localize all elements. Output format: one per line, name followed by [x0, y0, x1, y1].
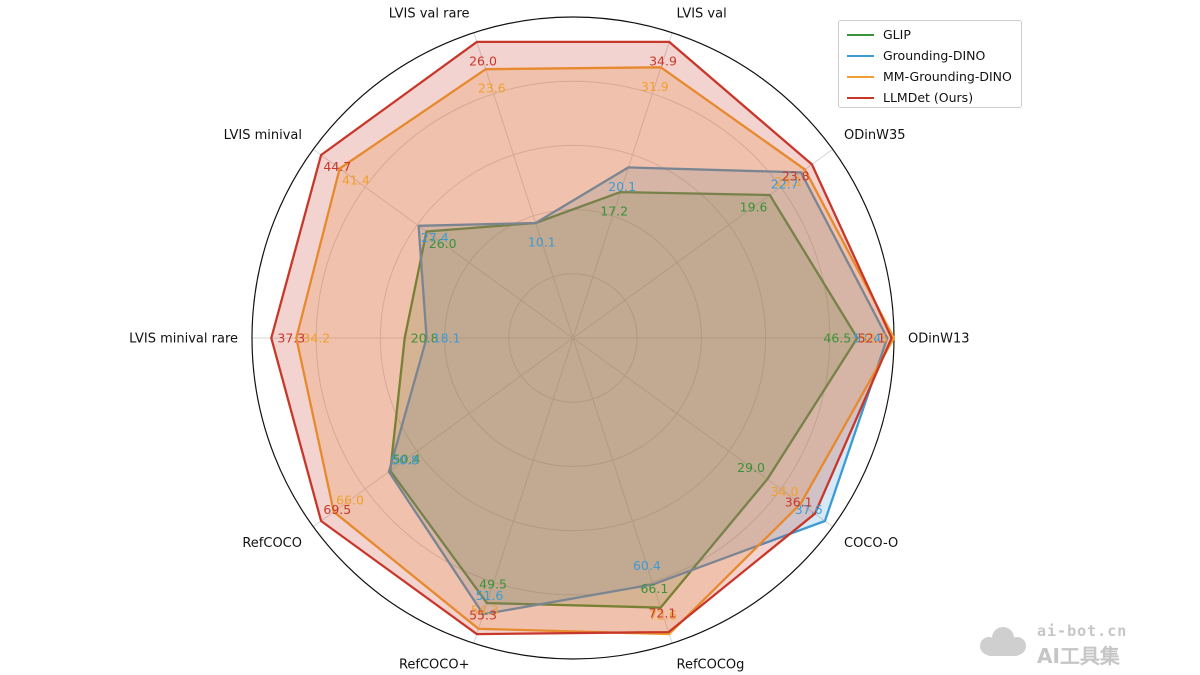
value-label-mm-grounding-dino-lvis-minival-rare: 34.2	[302, 331, 330, 346]
watermark-name: AI工具集	[1037, 644, 1120, 668]
value-label-grounding-dino-lvis-minival: 27.4	[421, 230, 449, 245]
value-label-grounding-dino-refcoco: 50.8	[391, 453, 419, 468]
grid-spoke-coco-o	[572, 337, 833, 528]
value-label-llmdet-ours-refcoco: 55.3	[469, 608, 497, 623]
value-label-glip-refcoco: 50.4	[393, 452, 421, 467]
grid-spoke-lvis-minival	[313, 148, 574, 339]
value-label-mm-grounding-dino-refcocog: 72.6	[649, 608, 677, 623]
value-label-glip-coco-o: 29.0	[737, 460, 765, 475]
axis-label-lvis-val-rare: LVIS val rare	[389, 6, 470, 21]
legend-label-mm-grounding-dino: MM-Grounding-DINO	[883, 69, 1012, 84]
grid-spoke-lvis-val-rare	[473, 32, 574, 339]
legend-swatch-glip	[847, 33, 874, 36]
axis-label-coco-o: COCO-O	[844, 536, 898, 551]
grid-spoke-lvis-val	[572, 32, 673, 339]
value-label-mm-grounding-dino-odinw13: 52.5	[860, 331, 888, 346]
legend-label-glip: GLIP	[883, 27, 911, 42]
value-label-glip-lvis-val: 17.2	[600, 204, 628, 219]
value-label-llmdet-ours-lvis-val: 34.9	[649, 53, 677, 68]
value-label-glip-odinw13: 46.5	[823, 331, 851, 346]
value-label-mm-grounding-dino-lvis-minival: 41.4	[342, 173, 370, 188]
axis-label-refcoco: RefCOCO+	[399, 658, 470, 673]
axis-label-refcocog: RefCOCOg	[677, 658, 745, 673]
value-label-llmdet-ours-lvis-val-rare: 26.0	[469, 53, 497, 68]
series-area-grounding-dino	[388, 167, 888, 615]
value-label-grounding-dino-refcoco: 51.6	[475, 588, 503, 603]
value-label-llmdet-ours-coco-o: 36.1	[785, 495, 813, 510]
value-label-llmdet-ours-lvis-minival-rare: 37.3	[277, 331, 305, 346]
axis-label-odinw13: ODinW13	[908, 332, 970, 347]
watermark-logo-icon	[980, 627, 1026, 656]
axis-label-refcoco: RefCOCO	[242, 536, 302, 551]
value-label-llmdet-ours-refcocog: 72.1	[648, 606, 676, 621]
series-area-mm-grounding-dino	[296, 67, 894, 635]
value-label-grounding-dino-odinw13: 51.4	[853, 331, 881, 346]
watermark: ai-bot.cn AI工具集	[975, 618, 1145, 668]
value-label-glip-odinw35: 19.6	[740, 199, 768, 214]
axis-label-lvis-minival: LVIS minival	[224, 128, 302, 143]
value-label-mm-grounding-dino-lvis-val: 31.9	[641, 79, 669, 94]
legend-item-glip: GLIP	[847, 24, 1021, 45]
value-label-glip-refcocog: 66.1	[640, 581, 668, 596]
value-label-grounding-dino-lvis-val-rare: 10.1	[528, 235, 556, 250]
series-area-glip	[390, 192, 858, 608]
value-label-grounding-dino-coco-o: 37.6	[795, 502, 823, 517]
value-label-mm-grounding-dino-coco-o: 34.0	[771, 484, 799, 499]
grid-spoke-refcocog	[572, 337, 673, 644]
value-label-grounding-dino-lvis-minival-rare: 18.1	[433, 331, 461, 346]
legend-label-grounding-dino: Grounding-DINO	[883, 48, 986, 63]
grid-spoke-refcoco	[313, 337, 574, 528]
value-label-llmdet-ours-refcoco: 69.5	[323, 502, 351, 517]
legend-swatch-grounding-dino	[847, 54, 874, 57]
radar-series	[270, 40, 896, 636]
grid-spoke-refcoco	[473, 337, 574, 644]
value-label-llmdet-ours-odinw35: 23.8	[782, 169, 810, 184]
legend-item-mm-grounding-dino: MM-Grounding-DINO	[847, 66, 1021, 87]
legend-item-grounding-dino: Grounding-DINO	[847, 45, 1021, 66]
value-label-grounding-dino-odinw35: 22.7	[771, 177, 799, 192]
value-label-mm-grounding-dino-odinw35: 23.1	[775, 174, 803, 189]
value-label-llmdet-ours-lvis-minival: 44.7	[323, 159, 351, 174]
value-label-llmdet-ours-odinw13: 52.1	[858, 331, 886, 346]
value-labels: 46.5 19.6 17.2 26.0 20.8 50.4 49.5 66.1 29.0 51.4…	[277, 53, 888, 622]
value-label-glip-lvis-minival-rare: 20.8	[411, 331, 439, 346]
value-label-mm-grounding-dino-lvis-val-rare: 23.6	[478, 81, 506, 96]
axis-label-odinw35: ODinW35	[844, 128, 906, 143]
value-label-grounding-dino-refcocog: 60.4	[633, 558, 661, 573]
radar-grid	[251, 16, 895, 660]
value-label-mm-grounding-dino-refcoco: 54.3	[471, 602, 499, 617]
legend-swatch-llmdet	[847, 96, 874, 99]
legend-swatch-mm-grounding-dino	[847, 75, 874, 78]
value-label-grounding-dino-lvis-val: 20.1	[608, 179, 636, 194]
legend-item-llmdet: LLMDet (Ours)	[847, 87, 1021, 108]
value-label-glip-lvis-minival: 26.0	[429, 236, 457, 251]
legend-label-llmdet: LLMDet (Ours)	[883, 90, 974, 105]
value-label-mm-grounding-dino-refcoco: 66.0	[336, 493, 364, 508]
value-label-glip-refcoco: 49.5	[479, 577, 507, 592]
chart-legend: GLIP Grounding-DINO MM-Grounding-DINO LL…	[838, 20, 1022, 108]
axis-label-lvis-minival-rare: LVIS minival rare	[129, 332, 238, 347]
watermark-url: ai-bot.cn	[1037, 622, 1128, 640]
axis-label-lvis-val: LVIS val	[677, 6, 727, 21]
axis-labels: ODinW13 ODinW35 LVIS val LVIS val rare LVIS …	[129, 6, 969, 672]
grid-spoke-odinw35	[572, 148, 833, 339]
series-area-llmdet-ours	[271, 41, 892, 635]
